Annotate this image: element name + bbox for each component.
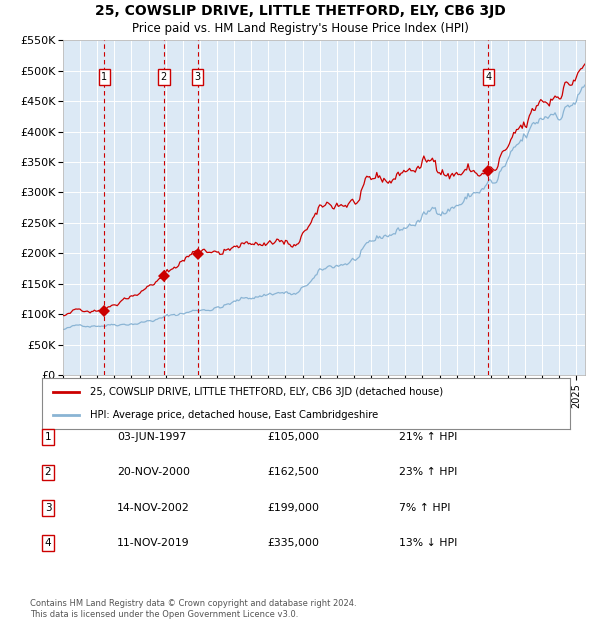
Text: 23% ↑ HPI: 23% ↑ HPI — [399, 467, 457, 477]
Text: 7% ↑ HPI: 7% ↑ HPI — [399, 503, 451, 513]
Text: £162,500: £162,500 — [267, 467, 319, 477]
Text: HPI: Average price, detached house, East Cambridgeshire: HPI: Average price, detached house, East… — [89, 410, 378, 420]
Text: 03-JUN-1997: 03-JUN-1997 — [117, 432, 186, 442]
Text: 11-NOV-2019: 11-NOV-2019 — [117, 538, 190, 548]
Text: 21% ↑ HPI: 21% ↑ HPI — [399, 432, 457, 442]
Text: 3: 3 — [194, 72, 201, 82]
Text: £199,000: £199,000 — [267, 503, 319, 513]
Text: 1: 1 — [101, 72, 107, 82]
Text: 20-NOV-2000: 20-NOV-2000 — [117, 467, 190, 477]
Text: 25, COWSLIP DRIVE, LITTLE THETFORD, ELY, CB6 3JD: 25, COWSLIP DRIVE, LITTLE THETFORD, ELY,… — [95, 4, 505, 19]
Text: 14-NOV-2002: 14-NOV-2002 — [117, 503, 190, 513]
Text: 13% ↓ HPI: 13% ↓ HPI — [399, 538, 457, 548]
Text: 1: 1 — [44, 432, 52, 442]
Text: 2: 2 — [161, 72, 167, 82]
Text: 25, COWSLIP DRIVE, LITTLE THETFORD, ELY, CB6 3JD (detached house): 25, COWSLIP DRIVE, LITTLE THETFORD, ELY,… — [89, 387, 443, 397]
Text: 2: 2 — [44, 467, 52, 477]
Text: £335,000: £335,000 — [267, 538, 319, 548]
Text: 4: 4 — [485, 72, 491, 82]
Text: £105,000: £105,000 — [267, 432, 319, 442]
Text: Price paid vs. HM Land Registry's House Price Index (HPI): Price paid vs. HM Land Registry's House … — [131, 22, 469, 35]
Text: 3: 3 — [44, 503, 52, 513]
Text: Contains HM Land Registry data © Crown copyright and database right 2024.
This d: Contains HM Land Registry data © Crown c… — [30, 600, 356, 619]
Text: 4: 4 — [44, 538, 52, 548]
